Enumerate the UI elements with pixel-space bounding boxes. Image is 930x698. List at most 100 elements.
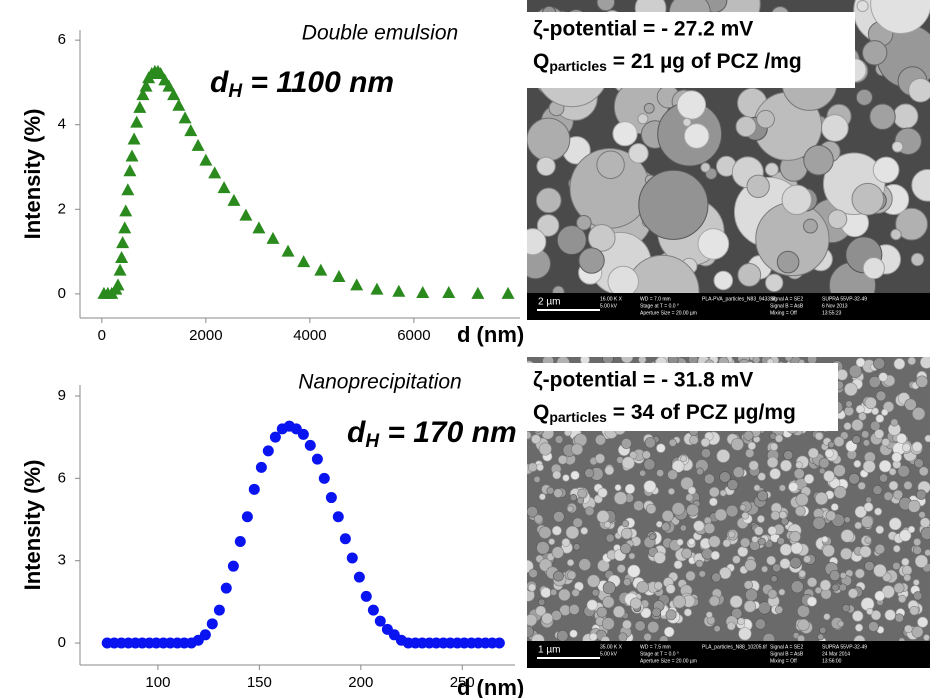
sem-particle xyxy=(866,608,872,614)
sem-particle xyxy=(902,558,910,566)
sem-particle xyxy=(874,508,881,515)
x-tick-label: 6000 xyxy=(397,327,430,344)
sem-particle xyxy=(855,569,864,578)
sem-particle xyxy=(918,617,928,627)
q-subscript: particles xyxy=(549,409,607,425)
data-point xyxy=(227,194,240,206)
sem-particle xyxy=(844,517,850,523)
sem-particle xyxy=(772,564,780,572)
sem-particle xyxy=(875,429,884,438)
info-text: Stage at T = 0.0 ° xyxy=(640,303,679,309)
sem-particle xyxy=(752,536,758,542)
sem-particle xyxy=(866,497,872,503)
sem-particle xyxy=(854,460,861,467)
sem-particle xyxy=(553,571,563,581)
info-text: Mixing = Off xyxy=(770,658,797,664)
sem-particle xyxy=(925,549,930,556)
sem-particle xyxy=(672,502,685,515)
sem-particle xyxy=(889,481,898,490)
data-point xyxy=(111,278,124,290)
data-point xyxy=(471,287,484,299)
sem-particle xyxy=(712,573,721,582)
info-text: SUPRA 55VP-32-49 xyxy=(822,296,867,302)
sem-particle xyxy=(554,489,563,498)
sem-particle xyxy=(804,145,834,175)
data-point xyxy=(314,264,327,276)
sem-particle xyxy=(897,433,907,443)
sem-particle xyxy=(879,373,888,382)
sem-particle xyxy=(528,584,535,591)
sem-particle xyxy=(562,538,570,546)
sem-particle xyxy=(828,210,847,229)
sem-particle xyxy=(757,491,767,501)
sem-particle xyxy=(644,633,652,641)
x-tick-label: 2000 xyxy=(189,327,222,344)
sem-particle xyxy=(614,492,627,505)
sem-particle xyxy=(581,527,588,534)
sem-particle xyxy=(638,114,648,124)
sem-particle xyxy=(767,556,776,565)
sem-particle xyxy=(595,435,605,445)
sem-particle xyxy=(770,443,778,451)
sem-particle xyxy=(749,461,759,471)
data-point xyxy=(121,183,134,195)
sem-particle xyxy=(577,497,584,504)
sem-particle xyxy=(606,534,614,542)
sem-particle xyxy=(647,621,659,633)
sem-particle xyxy=(572,589,580,597)
sem-particle xyxy=(523,431,531,439)
data-point xyxy=(263,445,274,456)
data-point xyxy=(442,286,455,298)
sem-particle xyxy=(911,253,923,265)
sem-particle xyxy=(555,435,563,443)
info-text: WD = 7.0 mm xyxy=(640,296,671,302)
sem-particle xyxy=(904,625,912,633)
sem-particle xyxy=(553,471,561,479)
sem-particle xyxy=(537,157,555,175)
sem-particle xyxy=(909,78,930,102)
sem-particle xyxy=(623,578,630,585)
sem-particle xyxy=(525,614,537,626)
sem-particle xyxy=(864,503,873,512)
data-point xyxy=(115,251,128,263)
sem-particle xyxy=(617,564,625,572)
sem-particle xyxy=(706,612,712,618)
data-point xyxy=(118,221,131,233)
y-axis-label: Intensity (%) xyxy=(20,109,45,240)
sem-particle xyxy=(861,516,873,528)
annotation-symbol: d xyxy=(347,416,366,449)
sem-particle xyxy=(644,103,654,113)
sem-particle xyxy=(744,581,753,590)
sem-particle xyxy=(855,624,862,631)
sem-particle xyxy=(629,144,648,163)
sem-particle xyxy=(698,229,729,260)
sem-particle xyxy=(739,627,752,640)
sem-particle xyxy=(893,545,900,552)
data-point xyxy=(249,484,260,495)
info-text: SUPRA 55VP-32-49 xyxy=(822,644,867,650)
sem-particle xyxy=(889,518,901,530)
size-annotation: dH = 1100 nm xyxy=(210,66,394,102)
sem-particle xyxy=(873,358,884,369)
data-point xyxy=(114,264,127,276)
sem-particle xyxy=(527,118,570,161)
sem-particle xyxy=(602,618,614,630)
sem-particle xyxy=(714,271,733,290)
sem-particle xyxy=(684,124,709,149)
scale-bar-label: 2 µm xyxy=(538,297,560,308)
sem-particle xyxy=(925,435,930,442)
sem-particle xyxy=(528,463,537,472)
info-text: 35.00 K X xyxy=(600,644,623,650)
sem-particle xyxy=(753,356,760,363)
info-text: Aperture Size = 20.00 µm xyxy=(640,310,697,316)
x-axis-label: d (nm) xyxy=(457,322,524,347)
sem-particle xyxy=(590,633,598,641)
sem-particle xyxy=(745,449,754,458)
sem-particle xyxy=(688,487,696,495)
info-text: Aperture Size = 20.00 µm xyxy=(640,658,697,664)
sem-particle xyxy=(538,599,545,606)
sem-particle xyxy=(861,431,869,439)
sem-particle xyxy=(904,481,913,490)
sem-particle xyxy=(587,600,598,611)
sem-particle xyxy=(820,580,831,591)
